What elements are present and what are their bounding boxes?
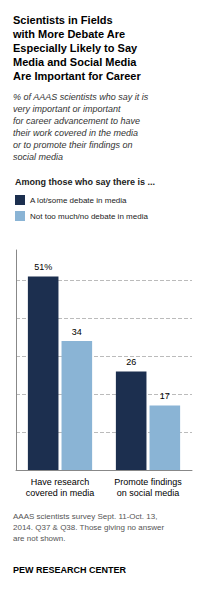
svg-text:26: 26 <box>126 357 136 367</box>
svg-text:A lot/some debate in media: A lot/some debate in media <box>30 196 127 205</box>
svg-text:2014. Q37 & Q38. Those giving: 2014. Q37 & Q38. Those giving no answer <box>13 523 164 532</box>
svg-text:their work covered in the medi: their work covered in the media <box>13 128 138 138</box>
svg-text:Media and Social Media: Media and Social Media <box>13 56 137 68</box>
svg-text:Scientists in Fields: Scientists in Fields <box>13 14 113 26</box>
svg-text:covered in media: covered in media <box>26 488 95 498</box>
svg-text:Among those who say there is .: Among those who say there is ... <box>15 177 155 187</box>
svg-text:Not too much/no debate in medi: Not too much/no debate in media <box>30 212 148 221</box>
svg-text:17: 17 <box>160 391 170 401</box>
svg-text:51%: 51% <box>34 262 52 272</box>
svg-text:Especially Likely to Say: Especially Likely to Say <box>13 42 138 54</box>
svg-text:PEW RESEARCH CENTER: PEW RESEARCH CENTER <box>13 565 127 575</box>
svg-text:Have research: Have research <box>31 477 90 487</box>
svg-text:very important or important: very important or important <box>13 104 121 114</box>
svg-text:social media: social media <box>13 152 63 162</box>
svg-text:Promote findings: Promote findings <box>114 477 182 487</box>
svg-text:for career advancement to have: for career advancement to have <box>13 116 140 126</box>
svg-text:or to promote their findings o: or to promote their findings on <box>13 140 133 150</box>
svg-text:with More Debate Are: with More Debate Are <box>12 28 125 40</box>
svg-text:AAAS scientists survey Sept. 1: AAAS scientists survey Sept. 11-Oct. 13, <box>13 512 157 521</box>
svg-text:34: 34 <box>72 327 82 337</box>
svg-text:Are Important for Career: Are Important for Career <box>13 70 141 82</box>
svg-text:are not shown.: are not shown. <box>13 534 65 543</box>
svg-text:on social media: on social media <box>117 488 180 498</box>
svg-text:% of AAAS scientists who say i: % of AAAS scientists who say it is <box>13 92 149 102</box>
